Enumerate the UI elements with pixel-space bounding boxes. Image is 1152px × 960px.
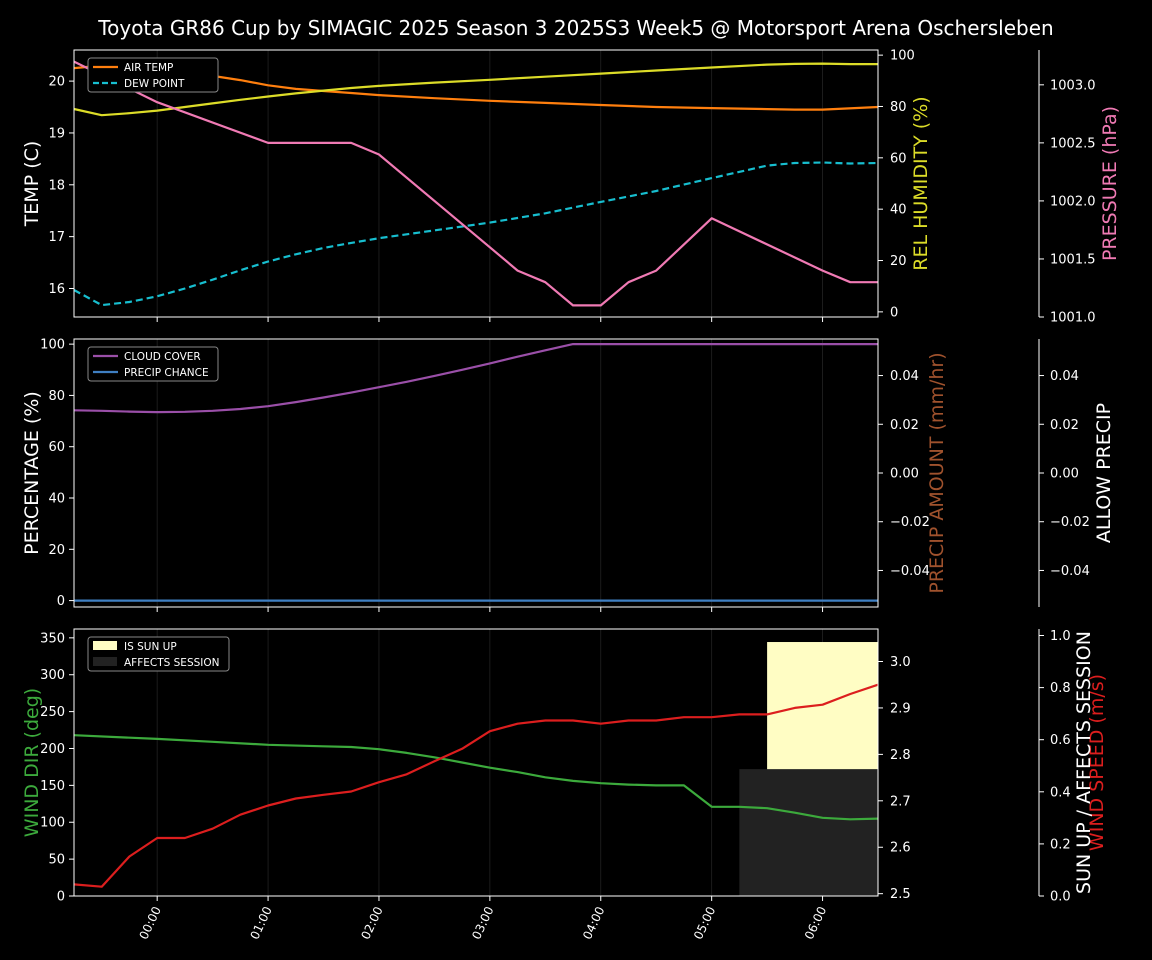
right-y-tick-label: 2.8: [890, 748, 911, 763]
legend-label: CLOUD COVER: [124, 351, 201, 363]
plot-frame: [73, 628, 879, 897]
chart-panel-1: 16 17 18 19 20 0 20 40 60 80 100 1001.0 1001.5 1002.0…: [21, 49, 1121, 326]
legend: CLOUD COVER PRECIP CHANCE: [87, 346, 219, 382]
legend-box: [87, 636, 230, 672]
left-y-tick-label: 0: [57, 594, 65, 609]
legend-label: PRECIP CHANCE: [124, 367, 209, 379]
left-y-tick-label: 40: [48, 492, 65, 507]
series-line-wind-speed: [73, 683, 879, 888]
left-y-tick-label: 300: [40, 668, 65, 683]
left-y-tick-label: 20: [48, 543, 65, 558]
right-y-tick-label: 80: [890, 100, 907, 115]
secondary-right-axis-label: SUN UP / AFFECTS SESSION: [1073, 631, 1095, 894]
secondary-right-tick-label: 1002.0: [1050, 194, 1096, 209]
chart-panel-2: 0 20 40 60 80 100 −0.04 −0.02 0.00 0.02 0.04 −0.04 −…: [21, 338, 1115, 612]
left-y-tick-label: 17: [48, 230, 65, 245]
secondary-right-tick-label: −0.02: [1050, 515, 1090, 530]
left-y-tick-label: 50: [48, 853, 65, 868]
legend-swatch: [93, 657, 117, 666]
secondary-right-tick-label: 1001.0: [1050, 311, 1096, 326]
secondary-right-axis-label: ALLOW PRECIP: [1093, 403, 1115, 543]
legend-box: [87, 57, 219, 93]
right-y-tick-label: 2.6: [890, 841, 911, 856]
left-axis-label: WIND DIR (deg): [21, 688, 43, 837]
right-y-tick-label: 60: [890, 151, 907, 166]
secondary-right-tick-label: 1001.5: [1050, 252, 1096, 267]
secondary-right-tick-label: 0.02: [1050, 418, 1079, 433]
legend-label: AIR TEMP: [124, 62, 173, 74]
right-axis-label: WIND SPEED (m/s): [1086, 674, 1108, 851]
left-y-tick-label: 20: [48, 75, 65, 90]
right-y-tick-label: 3.0: [890, 655, 911, 670]
legend-label: IS SUN UP: [124, 641, 177, 653]
right-y-tick-label: 2.9: [890, 701, 911, 716]
series-line-dew-point: [73, 161, 879, 307]
secondary-right-tick-label: 0.00: [1050, 467, 1079, 482]
legend-swatch: [93, 641, 117, 650]
left-axis-label: TEMP (C): [21, 141, 43, 228]
left-y-tick-label: 350: [40, 631, 65, 646]
left-y-tick-label: 18: [48, 178, 65, 193]
right-axis-label: REL HUMIDITY (%): [910, 96, 932, 270]
legend-box: [87, 346, 219, 382]
right-y-tick-label: 40: [890, 203, 907, 218]
right-axis-label: PRECIP AMOUNT (mm/hr): [926, 352, 948, 593]
left-y-tick-label: 150: [40, 779, 65, 794]
legend: IS SUN UP AFFECTS SESSION: [87, 636, 230, 672]
secondary-right-tick-label: 0.2: [1050, 837, 1071, 852]
right-y-tick-label: 2.5: [890, 887, 911, 902]
affects-session-region: [739, 769, 878, 896]
legend-label: DEW POINT: [124, 78, 185, 90]
left-axis-label: PERCENTAGE (%): [21, 391, 43, 555]
series-line-cloud: [73, 343, 878, 414]
right-y-tick-label: −0.04: [890, 564, 930, 579]
right-y-tick-label: 0: [890, 305, 898, 320]
left-y-tick-label: 100: [40, 338, 65, 353]
right-y-tick-label: −0.02: [890, 515, 930, 530]
left-y-tick-label: 200: [40, 742, 65, 757]
left-y-tick-label: 80: [48, 389, 65, 404]
left-y-tick-label: 16: [48, 282, 65, 297]
right-y-tick-label: 0.02: [890, 418, 919, 433]
left-y-tick-label: 0: [57, 890, 65, 905]
right-y-tick-label: 0.00: [890, 467, 919, 482]
secondary-right-tick-label: 1.0: [1050, 629, 1071, 644]
secondary-right-tick-label: 0.0: [1050, 890, 1071, 905]
secondary-right-tick-label: 1002.5: [1050, 136, 1096, 151]
left-y-tick-label: 100: [40, 816, 65, 831]
secondary-right-tick-label: 1003.0: [1050, 78, 1096, 93]
right-y-tick-label: 100: [890, 49, 915, 64]
left-y-tick-label: 19: [48, 126, 65, 141]
series-line-pressure: [73, 60, 878, 307]
right-y-tick-label: 0.04: [890, 369, 919, 384]
series-line-wind-dir: [73, 734, 879, 821]
legend-label: AFFECTS SESSION: [124, 657, 220, 669]
secondary-right-tick-label: −0.04: [1050, 564, 1090, 579]
left-y-tick-label: 250: [40, 705, 65, 720]
chart-title: Toyota GR86 Cup by SIMAGIC 2025 Season 3…: [97, 16, 1053, 40]
secondary-right-tick-label: 0.6: [1050, 733, 1071, 748]
plot-frame: [73, 49, 879, 318]
legend: AIR TEMP DEW POINT: [87, 57, 219, 93]
secondary-right-tick-label: 0.04: [1050, 369, 1079, 384]
left-y-tick-label: 60: [48, 440, 65, 455]
secondary-right-axis-label: PRESSURE (hPa): [1099, 106, 1121, 261]
right-y-tick-label: 20: [890, 254, 907, 269]
secondary-right-tick-label: 0.4: [1050, 785, 1071, 800]
secondary-right-tick-label: 0.8: [1050, 681, 1071, 696]
right-y-tick-label: 2.7: [890, 794, 911, 809]
